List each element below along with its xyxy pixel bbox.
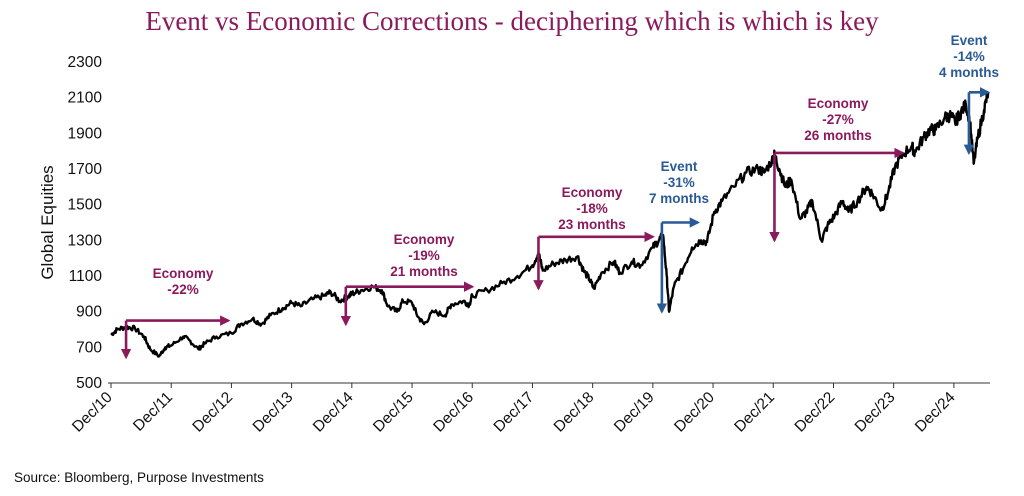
y-tick-label: 1300 <box>68 232 103 249</box>
annotation-label: -31% <box>663 175 695 190</box>
x-tick-label: Dec/24 <box>912 389 959 436</box>
x-tick-label: Dec/17 <box>491 389 538 436</box>
x-tick-label: Dec/19 <box>611 389 658 436</box>
y-tick-label: 1700 <box>68 161 103 178</box>
source-note: Source: Bloomberg, Purpose Investments <box>14 470 264 485</box>
y-tick-label: 900 <box>76 304 102 321</box>
annotation-label: Event <box>661 159 698 174</box>
x-tick-label: Dec/23 <box>852 389 899 436</box>
y-tick-label: 700 <box>76 339 102 356</box>
y-tick-label: 500 <box>76 375 102 392</box>
x-tick-label: Dec/15 <box>370 389 417 436</box>
x-tick-label: Dec/11 <box>130 389 176 435</box>
annotation-label: -18% <box>576 201 608 216</box>
x-tick-label: Dec/12 <box>189 389 236 436</box>
x-tick-label: Dec/16 <box>430 389 477 436</box>
annotation-label: 21 months <box>390 264 458 279</box>
y-tick-label: 1900 <box>68 125 103 142</box>
y-tick-label: 1500 <box>68 197 103 214</box>
annotation-label: Economy <box>153 266 214 281</box>
annotation-label: -27% <box>822 112 854 127</box>
annotation-label: Economy <box>808 96 869 111</box>
y-tick-label: 1100 <box>69 268 103 285</box>
series-line-global-equities <box>110 91 990 358</box>
x-tick-label: Dec/14 <box>310 389 357 436</box>
annotation-label: 26 months <box>804 128 872 143</box>
annotation-label: Economy <box>394 232 455 247</box>
annotation-label: -14% <box>953 49 985 64</box>
annotation-label: Economy <box>562 185 623 200</box>
x-tick-label: Dec/22 <box>792 389 839 436</box>
x-tick-label: Dec/10 <box>69 389 116 436</box>
y-axis-label: Global Equities <box>38 165 57 279</box>
annotation-label: 7 months <box>649 191 709 206</box>
annotation-label: -22% <box>167 282 199 297</box>
y-tick-label: 2300 <box>68 54 103 71</box>
chart-title: Event vs Economic Corrections - decipher… <box>145 6 879 36</box>
annotation-label: 23 months <box>558 217 626 232</box>
x-tick-label: Dec/13 <box>250 389 297 436</box>
x-tick-label: Dec/18 <box>551 389 598 436</box>
annotation-label: -19% <box>408 248 440 263</box>
annotation-label: Event <box>951 33 988 48</box>
annotation-label: 4 months <box>939 65 999 80</box>
y-tick-label: 2100 <box>68 90 103 107</box>
x-tick-label: Dec/20 <box>671 389 718 436</box>
x-tick-label: Dec/21 <box>731 389 778 436</box>
